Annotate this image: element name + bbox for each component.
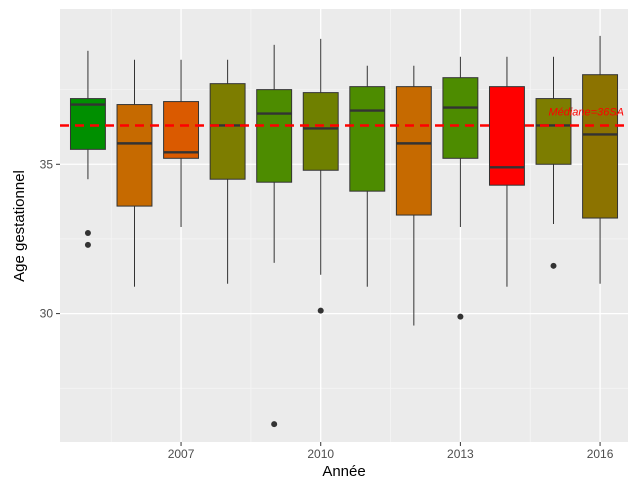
box-2006 xyxy=(116,59,153,287)
outlier-point xyxy=(84,229,91,236)
box-2009 xyxy=(256,44,293,428)
x-axis-title: Année xyxy=(322,463,365,480)
box-body xyxy=(535,98,572,165)
outlier-point xyxy=(84,241,91,248)
y-axis-title: Age gestationnel xyxy=(11,170,28,282)
box-body xyxy=(163,101,200,159)
reference-line-group: Médiane=36SA xyxy=(60,106,628,127)
box-body xyxy=(442,77,479,159)
median-reference-label: Médiane=36SA xyxy=(548,106,624,118)
box-body xyxy=(209,83,246,180)
x-tick-label: 2007 xyxy=(168,447,195,461)
x-axis-ticks: 2007 2010 2013 2016 xyxy=(168,442,614,461)
box-series xyxy=(69,35,619,428)
outlier-point xyxy=(550,262,557,269)
box-body xyxy=(395,86,432,216)
box-body xyxy=(349,86,386,192)
box-2014 xyxy=(488,56,525,287)
outlier-point xyxy=(271,421,278,428)
box-2011 xyxy=(349,65,386,287)
box-body xyxy=(582,74,619,219)
y-tick-label: 35 xyxy=(40,157,54,171)
box-body xyxy=(116,104,153,207)
x-tick-label: 2016 xyxy=(587,447,614,461)
box-2013 xyxy=(442,56,479,320)
box-2005 xyxy=(69,50,106,248)
box-body xyxy=(69,98,106,150)
y-axis-ticks: 30 35 xyxy=(40,157,60,321)
outlier-point xyxy=(317,307,324,314)
minor-gridlines xyxy=(60,9,628,442)
box-2010 xyxy=(302,38,339,314)
x-tick-label: 2010 xyxy=(307,447,334,461)
outlier-point xyxy=(457,313,464,320)
plot-panel xyxy=(60,9,628,442)
y-tick-label: 30 xyxy=(40,307,54,321)
box-body xyxy=(488,86,525,186)
box-body xyxy=(302,92,339,171)
box-2012 xyxy=(395,65,432,326)
box-2007 xyxy=(163,59,200,227)
box-2015 xyxy=(535,56,572,269)
box-2016 xyxy=(582,35,619,284)
x-tick-label: 2013 xyxy=(447,447,474,461)
box-body xyxy=(256,89,293,183)
